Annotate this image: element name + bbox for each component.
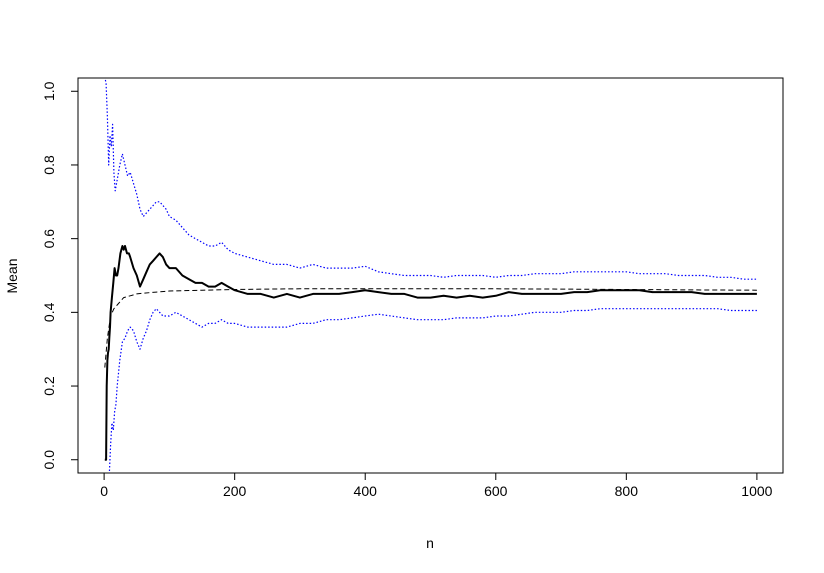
x-tick-label: 400 xyxy=(354,483,378,499)
series-line-3 xyxy=(104,78,757,280)
y-tick-label: 0.6 xyxy=(41,229,57,249)
y-tick-label: 1.0 xyxy=(41,81,57,101)
series-line-4 xyxy=(108,308,757,473)
x-tick-label: 1000 xyxy=(741,483,772,499)
x-tick-label: 600 xyxy=(484,483,508,499)
x-tick-label: 0 xyxy=(100,483,108,499)
x-ticks: 0 200 400 600 800 1000 xyxy=(100,473,773,499)
series-layer xyxy=(104,78,757,473)
y-tick-label: 0.4 xyxy=(41,302,57,322)
y-tick-label: 0.0 xyxy=(41,450,57,470)
y-tick-label: 0.2 xyxy=(41,376,57,396)
y-ticks: 0.0 0.2 0.4 0.6 0.8 1.0 xyxy=(41,81,78,469)
y-axis-title: Mean xyxy=(4,258,20,293)
y-tick-label: 0.8 xyxy=(41,155,57,175)
series-line-1 xyxy=(104,245,757,461)
x-tick-label: 200 xyxy=(223,483,247,499)
x-tick-label: 800 xyxy=(615,483,639,499)
series-line-2 xyxy=(104,288,757,368)
x-axis-title: n xyxy=(426,535,434,551)
